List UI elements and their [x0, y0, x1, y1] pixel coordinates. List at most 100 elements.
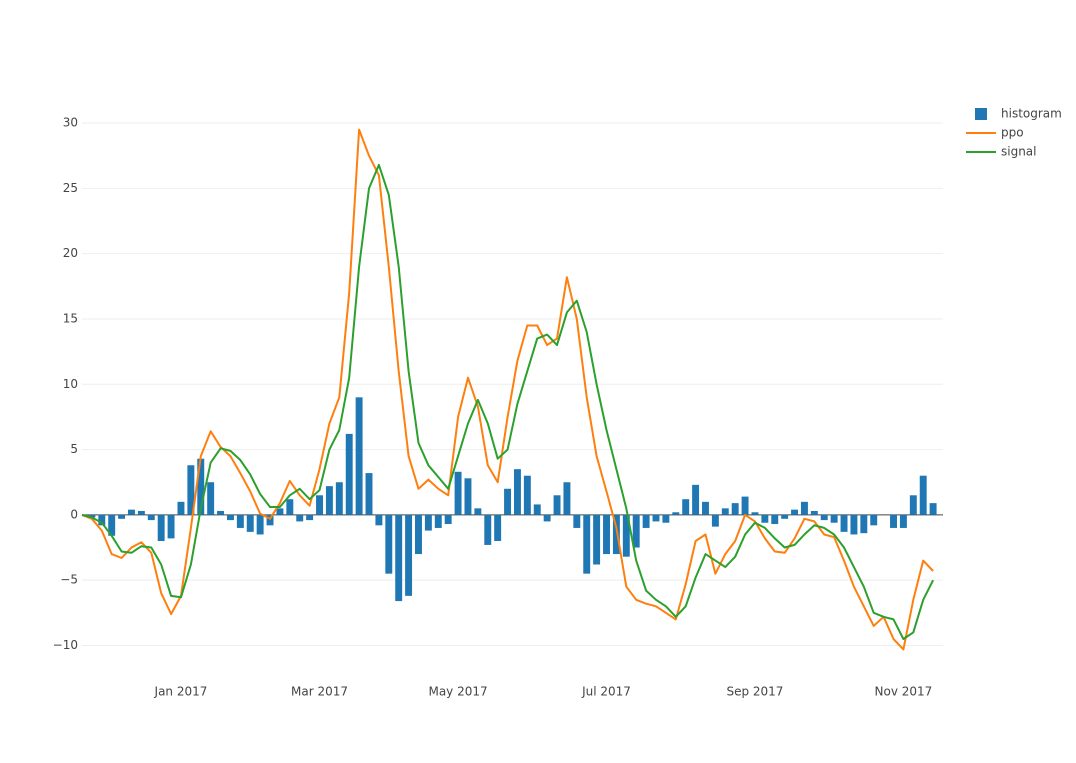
histogram-bar	[276, 508, 284, 515]
histogram-bar	[533, 504, 541, 515]
histogram-bar	[266, 514, 274, 526]
histogram-bar	[573, 514, 581, 528]
histogram-bar	[820, 514, 828, 521]
histogram-bar	[88, 514, 96, 518]
histogram-bar	[652, 514, 660, 522]
x-tick-label: Jul 2017	[581, 685, 631, 699]
histogram-bar	[702, 501, 709, 515]
histogram-bar	[741, 496, 749, 515]
histogram-bar	[365, 473, 373, 515]
histogram-bar	[721, 508, 729, 515]
histogram-bar	[147, 514, 155, 521]
histogram-bar	[375, 514, 383, 526]
histogram-bar	[474, 508, 482, 515]
histogram-bar	[603, 514, 610, 555]
histogram-bar	[246, 514, 254, 532]
histogram-bar	[217, 510, 225, 515]
histogram-bar	[761, 514, 769, 523]
histogram-bar	[662, 514, 670, 523]
histogram-bar	[791, 509, 799, 515]
legend-swatch	[975, 108, 987, 120]
histogram-bar	[711, 514, 719, 527]
histogram-bar	[454, 471, 462, 515]
histogram-bar	[919, 475, 927, 515]
histogram-bar	[464, 478, 472, 515]
histogram-bar	[840, 514, 848, 532]
histogram-bar	[622, 514, 630, 557]
histogram-bar	[335, 482, 343, 515]
y-tick-label: 20	[63, 246, 78, 260]
histogram-bar	[325, 486, 333, 515]
histogram-bar	[226, 514, 234, 521]
histogram-bar	[494, 514, 502, 542]
histogram-bar	[98, 514, 106, 526]
histogram-bar	[800, 501, 808, 515]
histogram-bar	[444, 514, 452, 525]
y-tick-label: 30	[63, 116, 78, 130]
histogram-bar	[157, 514, 165, 542]
x-tick-label: Nov 2017	[875, 685, 933, 699]
histogram-bar	[692, 484, 700, 515]
histogram-bar	[672, 512, 680, 515]
histogram-bar	[899, 514, 907, 528]
histogram-bar	[236, 514, 244, 528]
histogram-bar	[583, 514, 591, 574]
legend-label: histogram	[1001, 107, 1062, 121]
histogram-bar	[167, 514, 175, 539]
histogram-bar	[731, 503, 739, 515]
y-tick-label: 25	[63, 181, 78, 195]
x-tick-label: Jan 2017	[154, 685, 208, 699]
histogram-bar	[593, 514, 601, 565]
histogram-bar	[128, 509, 135, 515]
histogram-bar	[197, 458, 205, 515]
histogram-bar	[504, 488, 512, 515]
histogram-bar	[543, 514, 551, 522]
histogram-bar	[523, 475, 531, 515]
legend-label: ppo	[1001, 126, 1024, 140]
x-tick-label: Sep 2017	[726, 685, 783, 699]
histogram-bar	[108, 514, 116, 536]
histogram-bar	[484, 514, 492, 545]
histogram-bar	[434, 514, 442, 528]
histogram-bar	[870, 514, 878, 526]
ppo-line	[81, 128, 934, 651]
histogram-bar	[563, 482, 571, 515]
x-tick-label: Mar 2017	[291, 685, 348, 699]
y-tick-label: 15	[63, 311, 78, 325]
histogram-bar	[513, 469, 521, 515]
y-tick-label: 10	[63, 377, 78, 391]
histogram-bar	[296, 514, 304, 522]
histogram-bar	[909, 495, 917, 515]
y-tick-label: 5	[70, 442, 78, 456]
legend-label: signal	[1001, 145, 1037, 159]
histogram-bar	[830, 514, 838, 523]
y-tick-label: 0	[70, 507, 78, 521]
histogram-bar	[306, 514, 314, 521]
histogram-bar	[395, 514, 403, 602]
histogram-bar	[118, 514, 126, 519]
histogram-bar	[424, 514, 432, 531]
histogram-bar	[405, 514, 413, 596]
histogram-bar	[316, 495, 323, 515]
histogram-bar	[177, 501, 185, 515]
histogram-bar	[929, 503, 937, 515]
y-tick-label: −10	[53, 638, 78, 652]
histogram-bar	[345, 433, 353, 515]
histogram-bar	[682, 499, 690, 515]
histogram-bar	[137, 510, 145, 515]
histogram-bar	[612, 514, 620, 555]
histogram-bar	[632, 514, 640, 548]
histogram-bar	[256, 514, 264, 535]
histogram-bar	[781, 514, 789, 519]
y-tick-label: −5	[60, 573, 78, 587]
x-tick-label: May 2017	[428, 685, 487, 699]
histogram-bar	[860, 514, 868, 534]
histogram-bar	[642, 514, 650, 528]
histogram-bar	[890, 514, 897, 528]
histogram-bar	[850, 514, 858, 535]
histogram-bar	[355, 397, 363, 515]
histogram-bar	[810, 510, 818, 515]
histogram-bar	[751, 512, 759, 515]
histogram-bar	[207, 482, 215, 515]
